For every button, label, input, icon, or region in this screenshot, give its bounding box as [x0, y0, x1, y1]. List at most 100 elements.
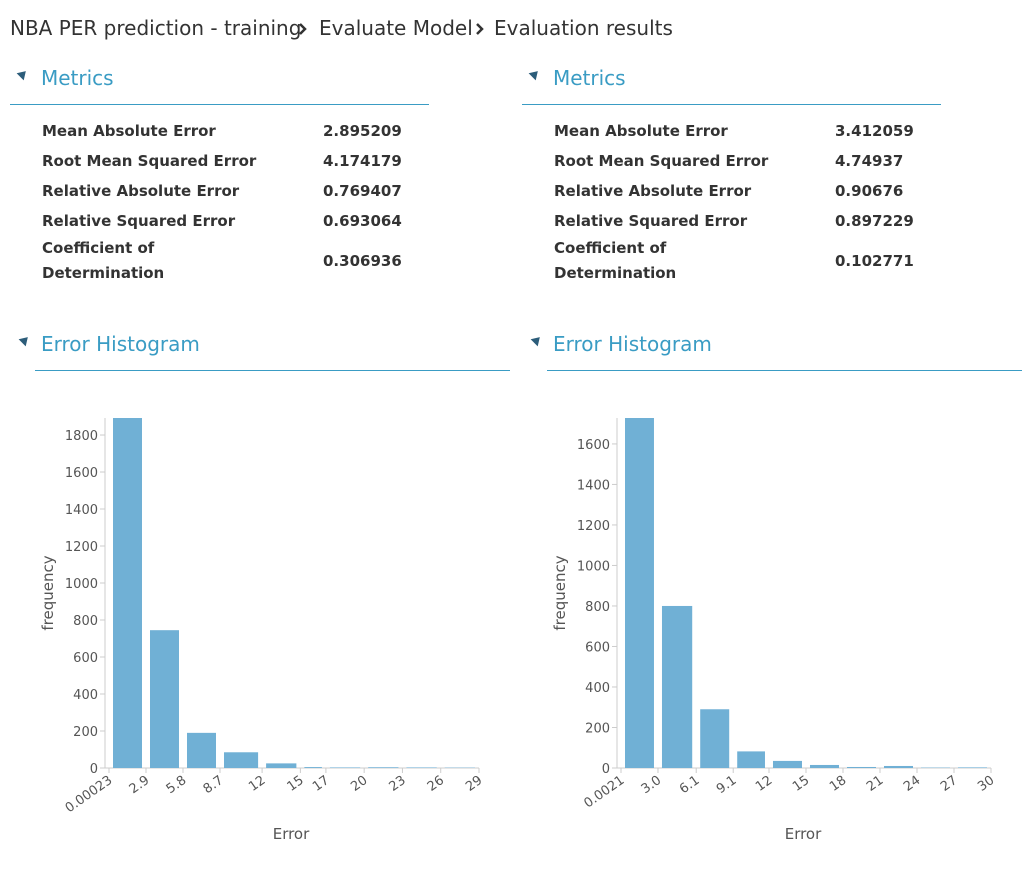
- metric-row: Relative Absolute Error 0.769407: [42, 176, 402, 206]
- bar: [223, 752, 259, 768]
- metric-value: 0.693064: [323, 212, 402, 230]
- x-tick-label: 9.1: [714, 773, 740, 797]
- metrics-table: Mean Absolute Error 2.895209 Root Mean Squ…: [42, 116, 402, 286]
- metric-label: Root Mean Squared Error: [554, 151, 769, 170]
- y-tick-label: 1600: [577, 438, 610, 453]
- bar: [186, 732, 216, 768]
- bar: [329, 767, 361, 768]
- x-tick-label: 0.0021: [581, 773, 627, 811]
- bar: [304, 767, 322, 768]
- x-tick-label: 12: [753, 773, 775, 795]
- breadcrumb-item: NBA PER prediction - training: [10, 16, 302, 40]
- chevron: [476, 23, 484, 35]
- x-tick-label: 8.7: [201, 773, 227, 797]
- metrics-table: Mean Absolute Error 3.412059 Root Mean Squ…: [554, 116, 914, 286]
- bar: [883, 765, 913, 768]
- bar: [661, 605, 693, 768]
- metric-row: Mean Absolute Error 2.895209: [42, 116, 402, 146]
- bar: [809, 764, 839, 768]
- y-tick-label: 1200: [65, 540, 98, 555]
- metric-value: 0.306936: [323, 252, 402, 270]
- section-rule: [547, 370, 1022, 371]
- x-tick-label: 27: [938, 773, 960, 795]
- metric-label: Relative Squared Error: [42, 211, 236, 230]
- x-tick-label: 20: [348, 773, 370, 795]
- bar: [957, 767, 987, 768]
- metric-value: 4.174179: [323, 152, 402, 170]
- x-tick-label: 15: [285, 773, 307, 795]
- y-axis-label: frequency: [551, 555, 569, 630]
- metric-row: Relative Absolute Error 0.90676: [554, 176, 914, 206]
- bar: [625, 418, 654, 768]
- bar: [700, 709, 730, 768]
- y-tick-label: 600: [73, 651, 98, 666]
- bar: [368, 767, 399, 768]
- x-axis-label: Error: [785, 825, 822, 843]
- metric-row: Relative Squared Error 0.693064: [42, 206, 402, 236]
- y-tick-label: 400: [73, 688, 98, 703]
- metric-row: Root Mean Squared Error 4.74937: [554, 146, 914, 176]
- x-tick-label: 29: [463, 773, 485, 795]
- x-tick-label: 21: [864, 773, 886, 795]
- metric-value: 0.897229: [835, 212, 914, 230]
- x-tick-label: 24: [901, 773, 923, 795]
- metric-value: 0.102771: [835, 252, 914, 270]
- y-tick-label: 200: [73, 725, 98, 740]
- x-axis-label: Error: [273, 825, 310, 843]
- section-title: Metrics: [41, 66, 114, 90]
- x-tick-label: 26: [425, 773, 447, 795]
- breadcrumb-item: Evaluation results: [494, 16, 673, 40]
- bar: [406, 767, 437, 768]
- section-rule: [35, 370, 510, 371]
- section-title: Error Histogram: [553, 332, 712, 356]
- y-axis-label: frequency: [39, 555, 57, 630]
- metric-row: Mean Absolute Error 3.412059: [554, 116, 914, 146]
- x-tick-label: 18: [827, 773, 849, 795]
- x-tick-label: 12: [246, 773, 268, 795]
- section-title: Metrics: [553, 66, 626, 90]
- metric-row: Relative Squared Error 0.897229: [554, 206, 914, 236]
- x-tick-label: 2.9: [127, 773, 153, 797]
- y-tick-label: 600: [585, 640, 610, 655]
- x-tick-label: 0.00023: [63, 773, 116, 816]
- metric-row: Coefficient of Determination 0.102771: [554, 236, 914, 286]
- y-tick-label: 0: [602, 762, 610, 777]
- chevron: [299, 23, 307, 35]
- section-rule: [522, 104, 941, 105]
- x-tick-label: 6.1: [677, 773, 703, 797]
- section-rule: [10, 104, 429, 105]
- bar: [737, 751, 765, 768]
- metric-label: Relative Squared Error: [554, 211, 748, 230]
- x-tick-label: 15: [790, 773, 812, 795]
- bar: [113, 418, 142, 768]
- x-tick-label: 3.0: [639, 773, 665, 797]
- y-tick-label: 0: [90, 762, 98, 777]
- metric-value: 2.895209: [323, 122, 402, 140]
- y-tick-label: 800: [73, 614, 98, 629]
- x-tick-label: 5.8: [164, 773, 190, 797]
- y-tick-label: 1200: [577, 519, 610, 534]
- metric-label: Mean Absolute Error: [42, 121, 216, 140]
- metric-value: 4.74937: [835, 152, 904, 170]
- metric-label: Coefficient of Determination: [554, 239, 677, 282]
- y-tick-label: 1000: [65, 577, 98, 592]
- x-tick-label: 17: [310, 773, 332, 795]
- metric-value: 3.412059: [835, 122, 914, 140]
- metric-label: Relative Absolute Error: [42, 181, 240, 200]
- metric-value: 0.769407: [323, 182, 402, 200]
- bar: [772, 760, 802, 768]
- section-title: Error Histogram: [41, 332, 200, 356]
- y-tick-label: 1400: [65, 503, 98, 518]
- metric-label: Relative Absolute Error: [554, 181, 752, 200]
- metric-row: Root Mean Squared Error 4.174179: [42, 146, 402, 176]
- y-tick-label: 400: [585, 681, 610, 696]
- y-tick-label: 1000: [577, 559, 610, 574]
- metric-row: Coefficient of Determination 0.306936: [42, 236, 402, 286]
- y-tick-label: 1800: [65, 429, 98, 444]
- breadcrumb-item: Evaluate Model: [319, 16, 473, 40]
- metric-label: Root Mean Squared Error: [42, 151, 257, 170]
- y-tick-label: 200: [585, 721, 610, 736]
- metric-label: Coefficient of Determination: [42, 239, 165, 282]
